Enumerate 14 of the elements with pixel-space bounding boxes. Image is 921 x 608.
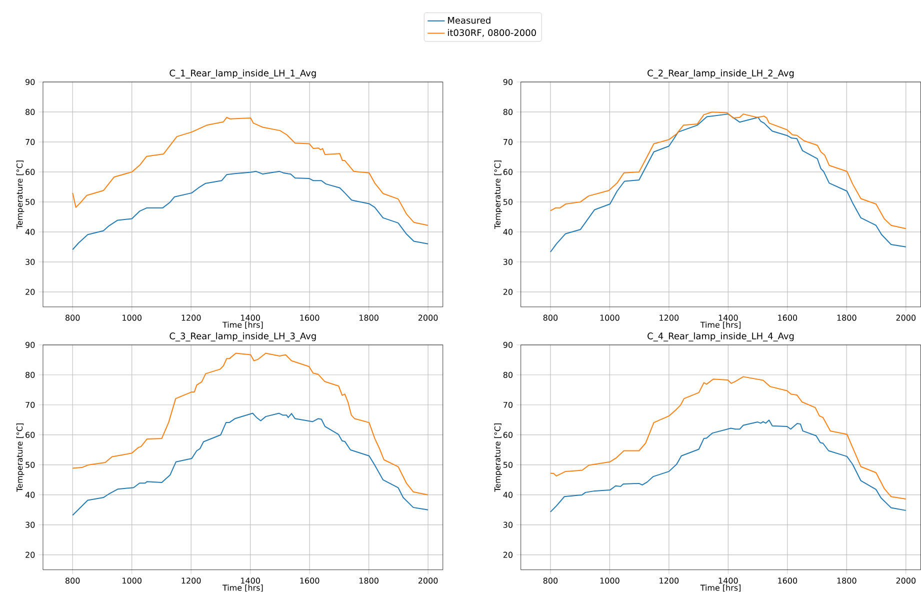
- line-series: [550, 420, 906, 513]
- chart-title: C_2_Rear_lamp_inside_LH_2_Avg: [648, 70, 794, 79]
- line-series: [550, 376, 906, 500]
- line-series: [550, 114, 906, 253]
- line-series: [72, 412, 429, 516]
- chart-title: C_1_Rear_lamp_inside_LH_1_Avg: [170, 70, 316, 79]
- legend-label: Measured: [448, 16, 490, 24]
- chart-title: C_4_Rear_lamp_inside_LH_4_Avg: [648, 332, 794, 342]
- line-series: [72, 116, 429, 226]
- line-series: [72, 170, 429, 250]
- line-series: [550, 112, 906, 230]
- legend-label: it030RF, 0800-2000: [448, 29, 536, 38]
- line-series: [72, 352, 429, 496]
- chart-title: C_3_Rear_lamp_inside_LH_3_Avg: [170, 332, 316, 342]
